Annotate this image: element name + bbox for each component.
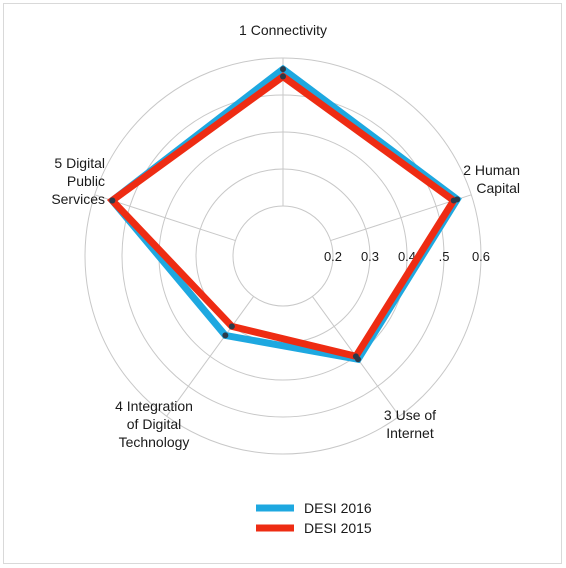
axis-label-1: 1 Connectivity xyxy=(239,22,327,38)
radar-series xyxy=(107,64,462,364)
data-point-s2-5 xyxy=(109,197,116,204)
tick-label-3: .5 xyxy=(439,249,450,264)
axis-label-5: 5 Digital Public Services xyxy=(51,155,105,207)
grid-circle-0 xyxy=(232,205,334,307)
spoke-4 xyxy=(166,296,255,417)
tick-label-2: 0.4 xyxy=(398,249,416,264)
tick-label-4: 0.6 xyxy=(472,249,490,264)
data-point-s1-4 xyxy=(222,332,229,339)
tick-label-1: 0.3 xyxy=(361,249,379,264)
data-point-s1-1 xyxy=(280,66,286,73)
radial-tick-labels: 0.2 0.3 0.4 .5 0.6 xyxy=(324,249,490,264)
legend-label-2: DESI 2015 xyxy=(304,520,372,536)
axis-label-4: 4 Integration of Digital Technology xyxy=(115,398,193,450)
data-point-s2-4 xyxy=(228,323,235,330)
legend-label-1: DESI 2016 xyxy=(304,500,372,516)
axis-label-3: 3 Use of Internet xyxy=(384,407,436,441)
tick-label-0: 0.2 xyxy=(324,249,342,264)
series-line-2 xyxy=(107,72,459,361)
series-line-1 xyxy=(107,64,462,364)
data-point-s2-2 xyxy=(450,197,457,204)
data-point-s2-3 xyxy=(352,353,359,360)
chart-legend: DESI 2016 DESI 2015 xyxy=(256,500,372,536)
axis-labels: 1 Connectivity 2 Human Capital 3 Use of Inte… xyxy=(51,22,520,450)
data-point-s2-1 xyxy=(280,73,286,80)
spoke-2 xyxy=(330,194,472,242)
axis-label-2: 2 Human Capital xyxy=(463,162,520,196)
